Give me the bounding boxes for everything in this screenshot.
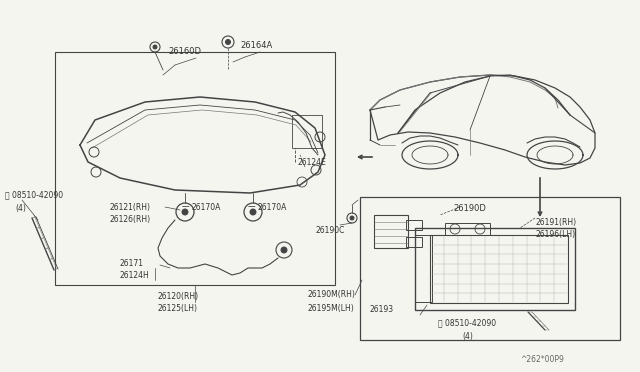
Text: Ⓢ 08510-42090: Ⓢ 08510-42090 xyxy=(5,190,63,199)
Bar xyxy=(406,220,422,230)
Text: 26120(RH): 26120(RH) xyxy=(157,292,198,301)
Text: 26193: 26193 xyxy=(370,305,394,314)
Text: 26125(LH): 26125(LH) xyxy=(157,305,197,314)
Text: 26170A: 26170A xyxy=(192,202,221,212)
Bar xyxy=(374,215,408,248)
Bar xyxy=(415,235,432,302)
Bar xyxy=(55,52,335,285)
Text: 26191(RH): 26191(RH) xyxy=(535,218,576,227)
Text: 26164A: 26164A xyxy=(240,41,272,49)
Circle shape xyxy=(350,216,354,220)
Text: 26121(RH): 26121(RH) xyxy=(110,202,151,212)
Text: 26124H: 26124H xyxy=(120,270,150,279)
Text: (4): (4) xyxy=(15,203,26,212)
Circle shape xyxy=(250,209,256,215)
Text: 26196(LH): 26196(LH) xyxy=(535,230,575,238)
Text: 26160D: 26160D xyxy=(168,46,201,55)
Circle shape xyxy=(182,209,188,215)
Bar xyxy=(406,237,422,247)
Text: 26190D: 26190D xyxy=(453,203,486,212)
Bar xyxy=(430,235,568,303)
Bar xyxy=(292,115,322,148)
Circle shape xyxy=(153,45,157,49)
Text: 26126(RH): 26126(RH) xyxy=(110,215,151,224)
Text: ^262*00P9: ^262*00P9 xyxy=(520,356,564,365)
Bar xyxy=(415,228,575,310)
Text: 26190M(RH): 26190M(RH) xyxy=(308,291,356,299)
Circle shape xyxy=(281,247,287,253)
Text: 26124E: 26124E xyxy=(298,157,327,167)
Text: 26171: 26171 xyxy=(120,259,144,267)
Text: 26190C: 26190C xyxy=(316,225,346,234)
Text: —: — xyxy=(182,202,189,212)
Bar xyxy=(445,223,490,235)
Text: (4): (4) xyxy=(462,331,473,340)
Text: Ⓢ 08510-42090: Ⓢ 08510-42090 xyxy=(438,318,496,327)
Bar xyxy=(360,197,620,340)
Text: 26195M(LH): 26195M(LH) xyxy=(308,304,355,312)
Text: 26170A: 26170A xyxy=(258,202,287,212)
Text: —: — xyxy=(248,202,255,212)
Circle shape xyxy=(225,39,230,45)
